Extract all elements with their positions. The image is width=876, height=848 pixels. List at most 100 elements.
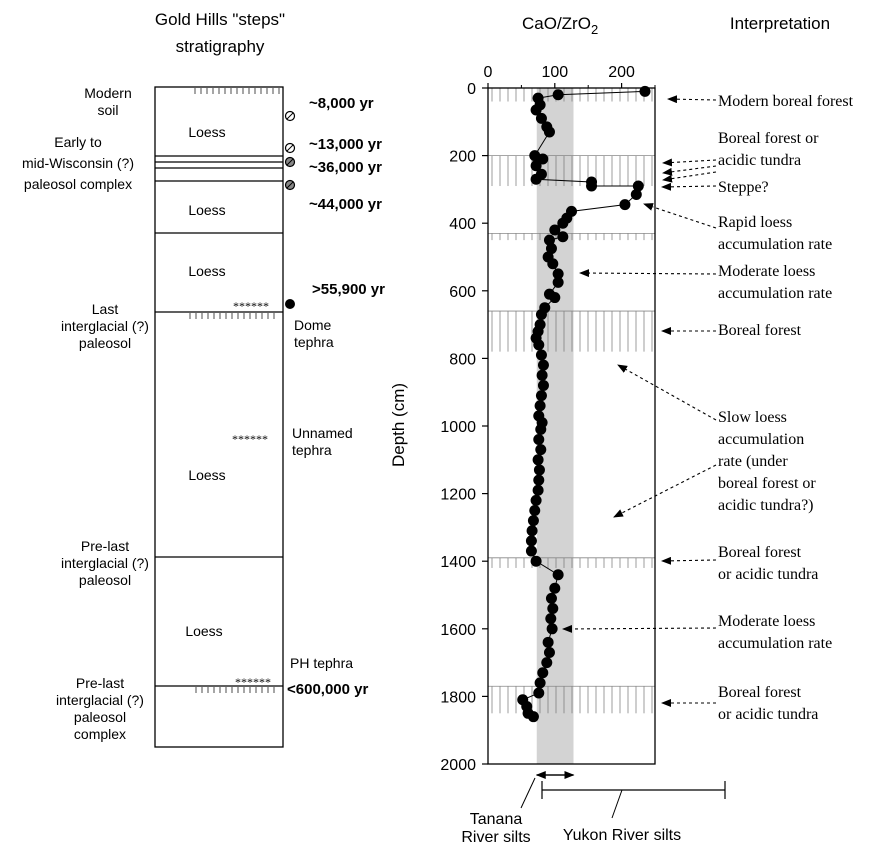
- data-point-15: [586, 180, 598, 192]
- hatched-interval-3: [488, 233, 655, 241]
- x-tick-label-200: 200: [608, 64, 635, 81]
- chart-title-text: CaO/ZrO: [522, 14, 591, 33]
- y-tick-label-1200: 1200: [440, 487, 476, 504]
- age-13000-label: ~13,000 yr: [309, 136, 382, 153]
- data-point-5: [530, 104, 542, 116]
- data-point-24: [543, 234, 555, 246]
- age-marker-55900: [285, 299, 295, 309]
- interpretation-5-line-2: accumulation rate: [718, 285, 832, 302]
- hatched-interval-6: [488, 686, 655, 714]
- early-wisconsin-label-1: Early to: [54, 134, 102, 150]
- data-point-6: [535, 112, 547, 124]
- interpretation-7-line-2: accumulation: [718, 431, 804, 448]
- ph-tephra-stars: ******: [235, 675, 271, 689]
- data-point-16: [632, 180, 644, 192]
- data-point-67: [543, 646, 555, 658]
- data-point-27: [547, 258, 559, 270]
- interpretation-4-line-2: accumulation rate: [718, 236, 832, 253]
- age-600000-label: <600,000 yr: [287, 681, 368, 698]
- y-tick-label-2000: 2000: [440, 757, 476, 774]
- data-point-23: [557, 231, 569, 243]
- interpretation-6-line-1: Boreal forest: [718, 322, 802, 339]
- prelast-complex-label-4: complex: [74, 726, 126, 742]
- chart-panel: CaO/ZrO2 Interpretation Depth (cm) 0 100 2…: [389, 14, 854, 846]
- y-tick-label-1600: 1600: [440, 622, 476, 639]
- data-point-66: [542, 636, 554, 648]
- early-wisconsin-label-2: mid-Wisconsin (?): [22, 155, 134, 171]
- age-55900-label: >55,900 yr: [312, 281, 385, 298]
- data-point-54: [529, 505, 541, 516]
- data-point-2: [552, 89, 564, 101]
- hatched-interval-5: [488, 557, 655, 568]
- chart-title: CaO/ZrO2: [522, 14, 598, 37]
- dome-tephra-stars: ******: [233, 299, 269, 313]
- last-interglacial-label-2: interglacial (?): [61, 318, 149, 334]
- data-point-65: [546, 623, 558, 635]
- soil-ticks: [189, 88, 280, 693]
- last-interglacial-label-1: Last: [92, 301, 119, 317]
- data-point-43: [534, 400, 546, 412]
- data-point-75: [527, 711, 539, 723]
- interpretation-1-line-1: Modern boreal forest: [718, 93, 854, 110]
- ph-tephra-label: PH tephra: [290, 655, 353, 671]
- interpretation-7-line-5: acidic tundra?): [718, 497, 814, 514]
- interpretation-10-line-1: Boreal forest: [718, 684, 802, 701]
- y-tick-label-200: 200: [449, 149, 476, 166]
- interpretation-4-line-1: Rapid loess: [718, 214, 792, 231]
- interpretation-title: Interpretation: [730, 14, 830, 33]
- data-point-49: [532, 454, 544, 466]
- data-point-22: [549, 224, 561, 236]
- unnamed-tephra-label-2: tephra: [292, 442, 332, 458]
- data-point-71: [533, 687, 545, 699]
- interpretation-10-line-2: or acidic tundra: [718, 706, 818, 723]
- data-point-61: [549, 582, 561, 594]
- y-tick-label-800: 800: [449, 351, 476, 368]
- data-point-31: [549, 292, 561, 304]
- unnamed-tephra-stars: ******: [232, 432, 268, 446]
- strat-column: [154, 86, 284, 748]
- data-point-46: [535, 423, 547, 435]
- stratigraphy-panel: Gold Hills "steps" stratigraphy Modern s…: [22, 10, 385, 748]
- y-axis-label: Depth (cm): [389, 383, 408, 467]
- data-point-21: [557, 217, 569, 229]
- tanana-label-2: River silts: [461, 829, 530, 846]
- data-point-68: [541, 657, 553, 669]
- data-point-37: [533, 339, 545, 351]
- y-tick-label-0: 0: [467, 81, 476, 98]
- data-point-38: [535, 349, 547, 361]
- prelast-complex-label-1: Pre-last: [76, 675, 124, 691]
- interpretation-2-arrow-1: [662, 158, 717, 167]
- tanana-label-1: Tanana: [470, 811, 523, 828]
- loess-label-2: Loess: [188, 202, 225, 218]
- y-tick-label-400: 400: [449, 216, 476, 233]
- strat-title-line1: Gold Hills "steps": [155, 10, 285, 29]
- data-point-47: [533, 434, 545, 446]
- strat-title-line2: stratigraphy: [176, 37, 265, 56]
- age-marker-strokes: [286, 112, 294, 189]
- yukon-label: Yukon River silts: [563, 827, 681, 844]
- dome-tephra-label-2: tephra: [294, 334, 334, 350]
- interpretation-7-arrow-1: [617, 364, 717, 421]
- prelast-label-2: interglacial (?): [61, 555, 149, 571]
- loess-label-3: Loess: [188, 263, 225, 279]
- interpretation-8-arrow-1: [661, 556, 717, 565]
- data-point-48: [535, 444, 547, 456]
- data-point-53: [530, 494, 542, 506]
- prelast-complex-label-2: interglacial (?): [56, 692, 144, 708]
- data-point-28: [552, 268, 564, 280]
- interpretation-4-arrow-1: [643, 203, 717, 229]
- data-point-41: [537, 379, 549, 391]
- age-44000-label: ~44,000 yr: [309, 196, 382, 213]
- data-point-56: [526, 525, 538, 537]
- interpretation-labels: Modern boreal forest Boreal forest or acid…: [562, 93, 854, 723]
- data-point-40: [536, 369, 548, 381]
- interpretation-7-arrow-2: [613, 464, 717, 518]
- y-tick-label-1000: 1000: [440, 419, 476, 436]
- interpretation-2-arrow-2: [662, 165, 717, 176]
- dome-tephra-label-1: Dome: [294, 317, 332, 333]
- interpretation-7-line-4: boreal forest or: [718, 475, 816, 492]
- data-point-60: [552, 569, 564, 581]
- data-point-10: [537, 153, 549, 165]
- hatched-interval-4: [488, 311, 655, 352]
- age-8000-label: ~8,000 yr: [309, 95, 374, 112]
